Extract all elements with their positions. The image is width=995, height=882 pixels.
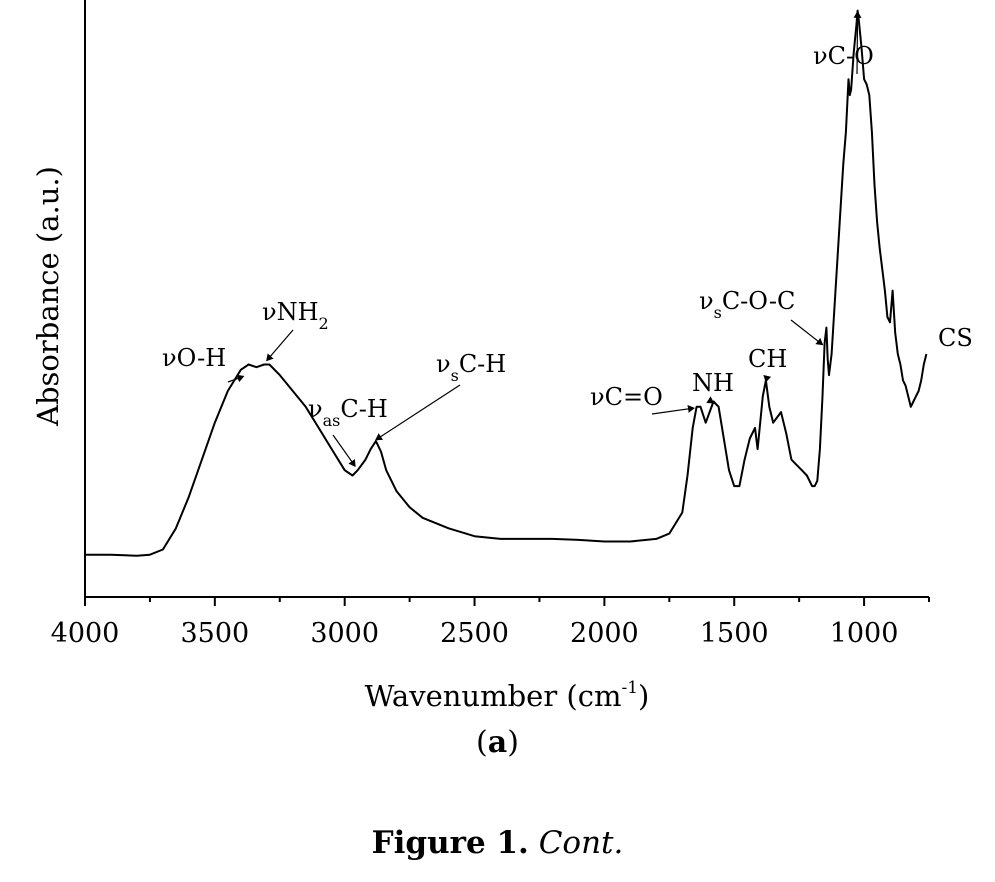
- x-tick-label: 2000: [570, 618, 639, 649]
- panel-label-open: (: [476, 725, 488, 760]
- annotation-vCO_double: νC=O: [590, 383, 663, 411]
- series-layer: [85, 9, 928, 557]
- annotation-arrow-vsCH: [375, 384, 461, 441]
- series-label-cs: CS: [938, 324, 973, 352]
- annotation-arrow-vOH: [227, 374, 245, 383]
- figure-caption: Figure 1. Cont.: [0, 825, 995, 861]
- annotation-CH: CH: [748, 345, 787, 373]
- x-tick-label: 1000: [830, 618, 899, 649]
- annotation-vsCH: νsC-H: [436, 350, 506, 385]
- x-tick-label: 4000: [51, 618, 120, 649]
- panel-label-close: ): [507, 725, 519, 760]
- caption-continued: Cont.: [538, 825, 624, 861]
- x-axis-label: Wavenumber (cm-1): [365, 678, 650, 713]
- x-axis-label-main: Wavenumber (cm: [365, 679, 622, 713]
- series-line-cs: [85, 9, 928, 557]
- annotation-arrow-vCO: [853, 10, 862, 75]
- x-axis-ticks: 4000 3500 3000 2500 2000 1500 1000: [51, 597, 930, 649]
- caption-label: Figure 1.: [371, 825, 529, 861]
- axes: [84, 0, 929, 598]
- annotation-arrow-vasCH: [332, 434, 356, 468]
- y-axis-label: Absorbance (a.u.): [31, 166, 65, 427]
- annotation-vasCH: νasC-H: [308, 395, 388, 430]
- annotation-NH: NH: [692, 369, 734, 397]
- panel-label-letter: a: [487, 725, 508, 760]
- annotation-arrow-vsCOC: [790, 319, 824, 346]
- x-axis-label-close: ): [638, 679, 649, 713]
- annotation-arrow-CH: [763, 374, 772, 383]
- annotation-vsCOC: νsC-O-C: [699, 287, 795, 322]
- annotation-vNH2: νNH2: [262, 298, 329, 333]
- peak-annotations: νO-H νNH2 νasC-H νsC-H νC=O NH CH νsC-O-C νC-O: [162, 10, 874, 468]
- x-tick-label: 3000: [310, 618, 379, 649]
- x-tick-label: 2500: [440, 618, 509, 649]
- annotation-vCO: νC-O: [813, 42, 874, 70]
- x-tick-label: 3500: [180, 618, 249, 649]
- annotation-arrow-NH: [706, 396, 715, 404]
- x-tick-label: 1500: [700, 618, 769, 649]
- x-axis-label-superscript: -1: [621, 678, 638, 698]
- annotation-arrow-vCO_double: [651, 404, 695, 415]
- annotation-vOH: νO-H: [162, 344, 226, 372]
- panel-label: (a): [0, 725, 995, 760]
- annotation-arrow-vNH2: [266, 329, 294, 362]
